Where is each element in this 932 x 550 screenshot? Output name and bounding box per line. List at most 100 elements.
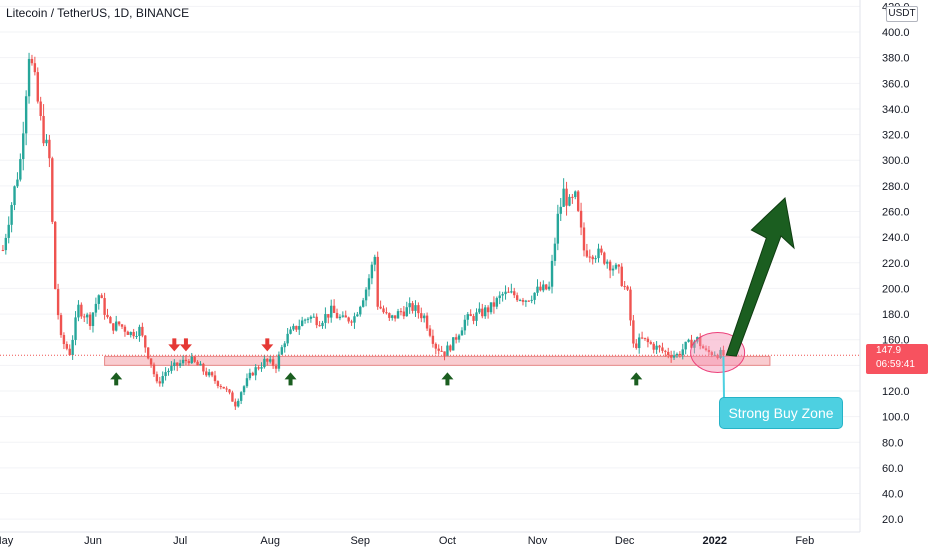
candle-body xyxy=(539,286,542,291)
candle-body xyxy=(292,325,295,330)
candle-body xyxy=(225,388,228,390)
y-tick-label: 240.0 xyxy=(882,232,910,244)
candle-body xyxy=(690,339,693,348)
candle-body xyxy=(324,314,327,323)
candle-body xyxy=(635,343,638,349)
candle-body xyxy=(600,248,603,253)
y-tick-label: 160.0 xyxy=(882,335,910,347)
candle-body xyxy=(126,331,130,335)
support-zone-rect xyxy=(104,355,771,366)
candle-body xyxy=(129,331,132,335)
candle-body xyxy=(510,291,513,293)
y-tick-label: 200.0 xyxy=(882,283,910,295)
candle-body xyxy=(687,339,690,342)
candle-body xyxy=(626,286,629,290)
candle-body xyxy=(234,401,237,407)
candle-body xyxy=(152,364,156,375)
candle-body xyxy=(640,337,644,339)
candle-body xyxy=(361,300,365,307)
candle-body xyxy=(22,133,25,160)
candle-body xyxy=(94,303,98,313)
last-price-value: 147.9 xyxy=(876,345,902,356)
candle-body xyxy=(710,352,714,356)
x-tick-label: Aug xyxy=(260,535,280,547)
candle-body xyxy=(123,326,127,332)
up-arrow-icon xyxy=(284,372,297,386)
candle-body xyxy=(318,325,321,327)
candle-body xyxy=(574,191,577,198)
candle-body xyxy=(425,315,429,329)
candle-body xyxy=(65,344,69,349)
candle-body xyxy=(271,359,275,366)
candle-body xyxy=(132,331,135,337)
candle-body xyxy=(661,347,664,351)
candle-body xyxy=(481,308,484,317)
candle-body xyxy=(449,345,452,351)
candle-body xyxy=(115,321,118,331)
candle-body xyxy=(303,319,307,321)
candle-body xyxy=(103,298,106,315)
candle-body xyxy=(196,361,199,366)
candle-body xyxy=(112,323,115,331)
projection-arrow-icon xyxy=(725,196,795,357)
y-tick-label: 280.0 xyxy=(882,181,910,193)
candle-body xyxy=(97,295,100,304)
candle-body xyxy=(286,333,289,344)
candle-body xyxy=(155,374,159,382)
candle-body xyxy=(475,312,478,321)
candle-body xyxy=(591,256,594,260)
candle-body xyxy=(620,266,623,287)
y-tick-label: 60.0 xyxy=(882,463,903,475)
candle-body xyxy=(489,302,493,313)
candle-body xyxy=(178,363,182,366)
candle-body xyxy=(347,317,350,322)
candle-body xyxy=(658,345,661,348)
y-tick-label: 380.0 xyxy=(882,53,910,65)
candle-body xyxy=(254,367,257,376)
x-tick-label: Oct xyxy=(439,535,456,547)
candle-body xyxy=(399,311,403,313)
candle-body xyxy=(382,308,385,313)
candle-body xyxy=(664,350,667,352)
candle-body xyxy=(556,213,560,244)
candle-body xyxy=(207,372,211,376)
candle-body xyxy=(391,315,394,318)
candle-body xyxy=(216,381,220,387)
candle-body xyxy=(269,359,272,362)
candle-body xyxy=(85,314,89,318)
candle-body xyxy=(364,289,368,301)
candle-body xyxy=(24,96,28,134)
candle-body xyxy=(161,376,164,384)
candle-body xyxy=(56,289,60,316)
candle-body xyxy=(559,206,562,214)
candle-body xyxy=(106,314,109,318)
x-tick-label: Nov xyxy=(528,535,548,547)
candle-body xyxy=(202,363,205,372)
candle-body xyxy=(597,248,600,259)
candle-body xyxy=(379,306,382,309)
candle-body xyxy=(27,58,31,97)
currency-badge[interactable]: USDT xyxy=(886,6,918,22)
candle-body xyxy=(443,351,446,357)
resistance-touch-arrow xyxy=(168,338,181,352)
candle-body xyxy=(59,315,63,336)
candles xyxy=(1,52,725,410)
candle-body xyxy=(452,337,455,351)
candle-body xyxy=(359,306,362,315)
candle-body xyxy=(681,349,684,356)
candle-body xyxy=(693,341,696,348)
candle-body xyxy=(629,289,632,321)
y-tick-label: 20.0 xyxy=(882,514,903,526)
candle-body xyxy=(222,386,225,389)
candle-body xyxy=(13,186,16,206)
candle-body xyxy=(36,72,39,102)
candle-body xyxy=(393,315,397,319)
candle-body xyxy=(231,392,234,402)
candle-body xyxy=(120,324,124,327)
resistance-touch-arrow xyxy=(261,338,274,352)
candle-body xyxy=(83,316,86,318)
candle-body xyxy=(149,358,153,365)
candle-body xyxy=(167,370,170,373)
candle-body xyxy=(332,305,336,313)
